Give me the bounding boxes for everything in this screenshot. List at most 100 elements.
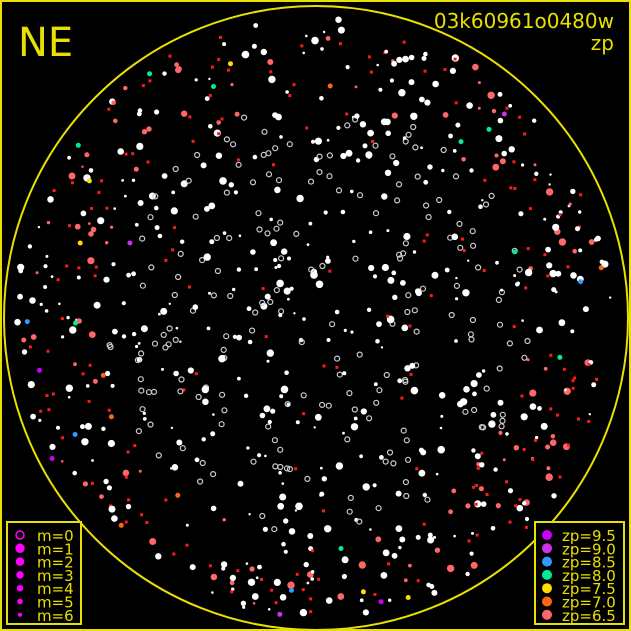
star-marker	[389, 153, 396, 160]
star-marker	[444, 267, 450, 273]
star-marker	[100, 179, 104, 183]
star-marker	[136, 111, 142, 117]
star-marker	[350, 330, 354, 334]
star-marker	[432, 80, 439, 88]
star-marker	[58, 302, 61, 306]
star-marker	[279, 493, 287, 501]
star-marker	[27, 381, 35, 389]
star-marker	[447, 209, 452, 215]
star-marker	[452, 173, 460, 180]
star-marker	[213, 234, 220, 242]
star-marker	[185, 543, 189, 547]
star-marker	[422, 522, 426, 526]
star-marker	[545, 246, 551, 253]
zp-legend-label: zp=9.0	[562, 540, 616, 558]
star-marker	[468, 336, 475, 343]
star-marker	[371, 140, 375, 143]
star-marker	[249, 566, 255, 572]
star-marker	[264, 293, 271, 300]
magnitude-marker-icon	[17, 612, 23, 617]
star-marker	[257, 453, 262, 458]
star-marker	[352, 239, 356, 244]
star-marker	[77, 240, 83, 246]
star-marker	[232, 287, 236, 292]
star-marker	[477, 81, 481, 85]
star-marker	[108, 504, 112, 508]
star-marker	[294, 467, 298, 471]
star-marker	[498, 430, 503, 435]
star-marker	[441, 168, 445, 173]
star-marker	[117, 148, 124, 155]
star-marker	[474, 502, 478, 506]
star-marker	[92, 378, 98, 384]
star-marker	[111, 100, 116, 106]
star-marker	[131, 152, 135, 156]
star-marker	[534, 171, 539, 176]
magnitude-legend-label: m=6	[37, 607, 74, 625]
star-marker	[36, 367, 42, 373]
star-marker	[110, 383, 115, 388]
star-marker	[376, 321, 382, 327]
star-marker	[208, 291, 211, 295]
star-marker	[352, 255, 359, 262]
star-marker	[366, 415, 373, 422]
star-marker	[470, 380, 478, 388]
star-marker	[267, 59, 274, 65]
star-marker	[469, 551, 474, 556]
star-marker	[61, 335, 65, 339]
star-marker	[534, 438, 537, 442]
star-marker	[524, 525, 528, 529]
star-marker	[518, 211, 524, 217]
star-marker	[124, 194, 127, 198]
star-marker	[125, 503, 132, 510]
star-marker	[139, 282, 146, 289]
star-marker	[230, 83, 234, 87]
star-marker	[573, 376, 576, 380]
star-marker	[271, 525, 278, 533]
star-marker	[275, 113, 282, 121]
star-marker	[325, 258, 331, 264]
star-marker	[376, 387, 383, 394]
star-marker	[381, 193, 388, 200]
star-marker	[311, 36, 319, 45]
star-marker	[593, 237, 599, 242]
star-marker	[422, 239, 426, 243]
star-marker	[316, 169, 323, 176]
star-marker	[481, 369, 486, 373]
star-marker	[388, 598, 392, 602]
star-marker	[427, 164, 433, 170]
zp-color-swatch-icon	[542, 556, 552, 567]
star-marker	[237, 480, 244, 487]
star-marker	[418, 469, 426, 477]
star-marker	[375, 505, 382, 512]
star-marker	[403, 437, 410, 444]
star-marker	[502, 458, 506, 462]
star-marker	[65, 384, 74, 392]
star-marker	[531, 458, 535, 461]
star-marker	[404, 365, 411, 372]
star-marker	[495, 260, 499, 265]
star-marker	[420, 146, 423, 150]
star-marker	[381, 263, 389, 272]
star-marker	[416, 579, 420, 583]
star-marker	[551, 493, 557, 499]
star-marker	[171, 190, 176, 195]
star-marker	[250, 458, 257, 465]
star-marker	[280, 385, 289, 394]
star-marker	[194, 78, 198, 82]
star-marker	[113, 207, 116, 210]
star-marker	[145, 389, 153, 396]
star-marker	[405, 595, 411, 600]
star-marker	[501, 111, 507, 117]
star-marker	[286, 402, 290, 407]
star-marker	[524, 337, 531, 345]
star-marker	[350, 423, 359, 431]
image-id: 03k60961o0480w	[434, 9, 614, 33]
star-marker	[28, 345, 32, 349]
star-marker	[148, 264, 155, 271]
star-marker	[451, 488, 457, 494]
star-marker	[217, 132, 221, 136]
star-marker	[266, 349, 274, 357]
star-marker	[208, 564, 212, 568]
